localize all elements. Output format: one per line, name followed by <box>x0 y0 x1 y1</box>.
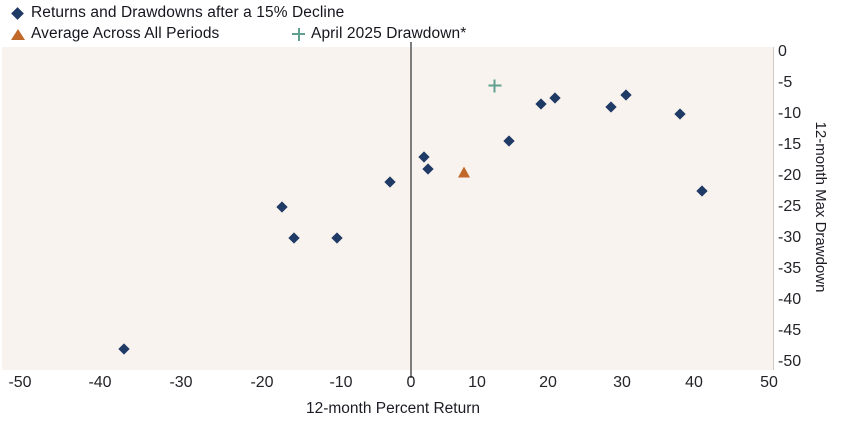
legend-row: Average Across All Periods April 2025 Dr… <box>10 25 466 43</box>
x-tick-label: 40 <box>685 374 703 391</box>
y-tick-label: -15 <box>778 135 802 153</box>
x-tick-label: 20 <box>539 374 557 391</box>
y-tick-label: -5 <box>778 73 793 91</box>
x-tick-label: 10 <box>468 374 486 391</box>
y-tick-label: -35 <box>778 259 802 277</box>
y-tick-label: -50 <box>778 352 802 370</box>
plot-right-border <box>773 47 774 370</box>
x-tick-label: 0 <box>406 374 416 391</box>
x-axis-title: 12-month Percent Return <box>305 400 481 417</box>
x-tick-label: 50 <box>760 374 778 391</box>
x-tick-label: -20 <box>250 374 274 391</box>
legend-item-returns: Returns and Drawdowns after a 15% Declin… <box>10 4 344 22</box>
y-tick-label: -40 <box>778 290 802 308</box>
legend-item-average: Average Across All Periods <box>10 25 219 43</box>
x-tick-label: 30 <box>613 374 631 391</box>
legend-label-average: Average Across All Periods <box>31 25 220 42</box>
x-tick-label: -30 <box>169 374 193 391</box>
x-tick-label: -50 <box>8 374 32 391</box>
legend-item-april-2025: April 2025 Drawdown* <box>290 25 466 43</box>
y-tick-label: -30 <box>778 228 802 246</box>
y-tick-label: -10 <box>778 104 802 122</box>
diamond-legend-icon <box>11 6 24 20</box>
y-axis-title: 12-month Max Drawdown <box>812 121 829 293</box>
zero-gridline <box>410 42 412 378</box>
y-tick-label: -45 <box>778 321 802 339</box>
triangle-legend-icon <box>11 28 25 40</box>
x-tick-label: -10 <box>329 374 353 391</box>
y-tick-label: -20 <box>778 166 802 184</box>
y-tick-label: 0 <box>778 42 787 60</box>
legend-row: Returns and Drawdowns after a 15% Declin… <box>10 4 344 22</box>
data-point-triangle <box>457 166 470 178</box>
plot-area <box>2 47 773 370</box>
data-point-plus <box>488 79 502 93</box>
legend-label-april-2025: April 2025 Drawdown* <box>311 25 467 42</box>
x-tick-label: -40 <box>88 374 112 391</box>
y-tick-label: -25 <box>778 197 802 215</box>
plus-legend-icon <box>292 27 305 41</box>
legend-label-returns: Returns and Drawdowns after a 15% Declin… <box>31 4 345 21</box>
